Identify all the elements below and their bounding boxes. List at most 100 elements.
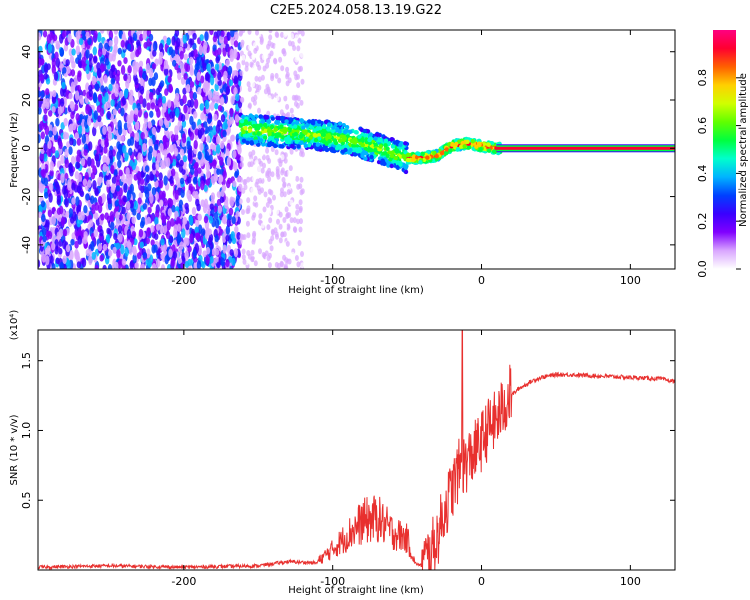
heatmap-cell [131,162,136,171]
heatmap-cell [68,124,73,133]
heatmap-cell [272,194,276,201]
heatmap-cell [262,206,267,213]
heatmap-cell [117,47,123,55]
heatmap-cell [97,93,103,103]
heatmap-cell [296,82,301,89]
heatmap-cell [266,255,271,262]
heatmap-cell [39,152,45,161]
heatmap-cell [486,142,491,147]
heatmap-cell [257,166,262,172]
heatmap-cell [151,187,157,196]
heatmap-cell [163,149,168,157]
heatmap-cell [144,189,150,199]
heatmap-cell [148,145,153,154]
heatmap-cell [77,58,83,68]
heatmap-cell [145,174,150,184]
heatmap-cell [157,97,163,108]
heatmap-cell [174,125,179,136]
heatmap-cell [40,200,46,208]
heatmap-cell [287,258,292,265]
heatmap-cell [51,57,57,69]
heatmap-cell [313,137,319,143]
heatmap-cell [91,204,96,215]
heatmap-cell [477,142,482,147]
heatmap-cell [133,174,138,181]
heatmap-cell [299,176,304,183]
heatmap-cell [209,203,214,210]
heatmap-cell [229,48,234,58]
heatmap-cell [65,244,71,253]
heatmap-cell [273,160,278,167]
heatmap-cell [249,140,254,145]
heatmap-cell [285,73,290,80]
heatmap-cell [184,250,189,260]
heatmap-cell [284,257,289,264]
heatmap-cell [158,118,164,127]
heatmap-cell [260,74,265,81]
heatmap-cell [180,113,186,122]
heatmap-cell [273,254,278,261]
heatmap-cell [112,108,118,116]
heatmap-cell [45,221,50,232]
heatmap-cell [173,147,179,157]
heatmap-cell [169,111,174,119]
x-tick-label: 0 [478,575,485,588]
heatmap-cell [70,38,75,48]
heatmap-cell [199,159,204,167]
heatmap-cell [62,255,67,265]
heatmap-cell [160,159,165,170]
heatmap-cell [189,38,195,46]
heatmap-cell [288,165,293,172]
heatmap-cell [171,35,176,46]
heatmap-cell [121,206,126,215]
heatmap-cell [205,162,211,172]
heatmap-cell [296,261,301,268]
heatmap-cell [177,257,183,265]
heatmap-cell [326,122,332,127]
heatmap-cell [230,95,235,105]
heatmap-cell [112,49,117,58]
heatmap-cell [68,146,73,155]
heatmap-cell [69,137,74,146]
heatmap-cell [117,159,122,169]
heatmap-cell [200,112,205,121]
heatmap-cell [293,95,298,102]
heatmap-cell [172,59,177,67]
heatmap-cell [113,35,119,46]
heatmap-cell [285,103,290,110]
heatmap-cell [189,131,195,141]
heatmap-cell [54,150,60,159]
heatmap-cell [285,240,290,247]
heatmap-cell [128,94,133,105]
heatmap-cell [282,191,287,198]
heatmap-cell [165,157,171,168]
heatmap-cell [127,43,132,51]
heatmap-cell [103,146,108,154]
heatmap-cell [378,144,383,149]
heatmap-cell [108,149,113,160]
heatmap-cell [225,234,230,242]
heatmap-cell [233,40,239,48]
heatmap-cell [253,195,258,202]
heatmap-cell [246,81,251,88]
heatmap-cell [242,258,247,265]
heatmap-cell [137,152,142,163]
colorbar-tick-label: 0.2 [696,212,709,230]
heatmap-cell [207,112,212,120]
chart-title: C2E5.2024.058.13.19.G22 [270,3,442,18]
heatmap-cell [94,187,99,195]
heatmap-cell [223,122,228,130]
heatmap-cell [289,199,294,206]
heatmap-cell [210,192,216,201]
heatmap-cell [253,42,257,49]
heatmap-cell [74,240,79,249]
heatmap-cell [299,218,303,225]
heatmap-cell [353,130,359,135]
heatmap-cell [205,170,211,179]
heatmap-cell [225,259,230,268]
heatmap-cell [247,102,252,109]
heatmap-cell [38,32,42,41]
heatmap-cell [261,54,266,61]
heatmap-cell [159,142,164,153]
heatmap-cell [125,174,130,183]
